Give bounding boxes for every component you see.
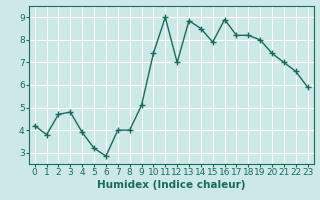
X-axis label: Humidex (Indice chaleur): Humidex (Indice chaleur) [97, 180, 245, 190]
